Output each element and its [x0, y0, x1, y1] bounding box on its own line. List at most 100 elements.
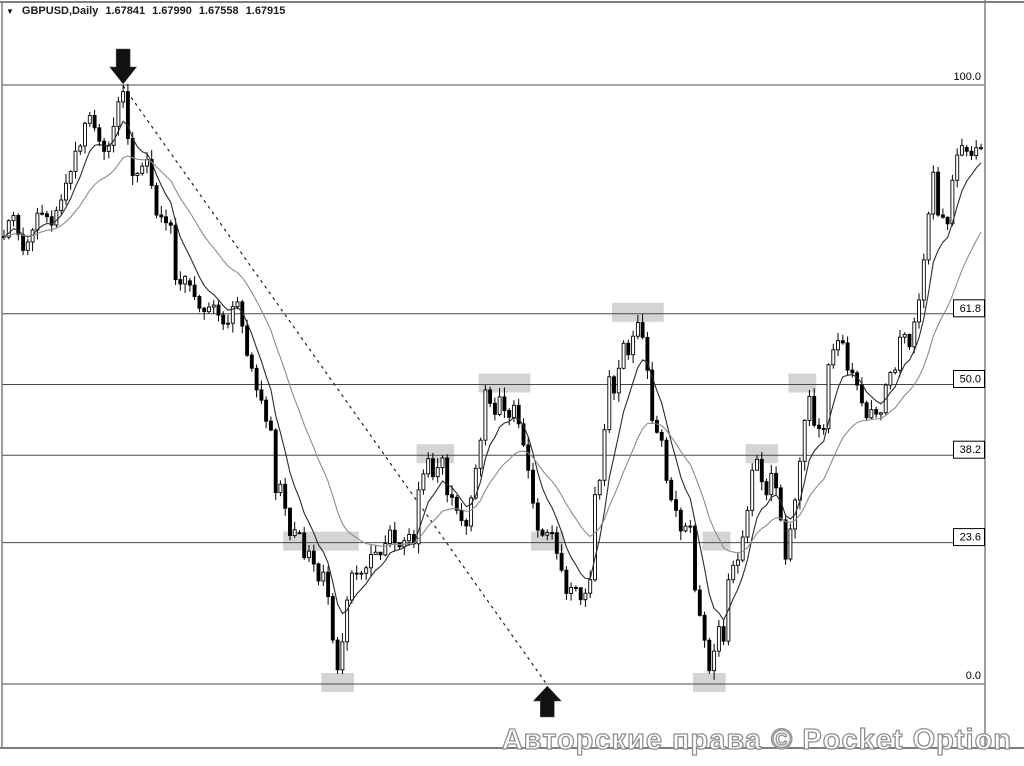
fib-label-box-61.8[interactable]	[953, 299, 985, 318]
candle-body	[669, 479, 674, 501]
candle-body	[550, 532, 555, 535]
symbol-timeframe-label: GBPUSD,Daily	[21, 5, 99, 17]
candle-body	[245, 325, 250, 356]
candle-body	[206, 306, 211, 313]
candle-body	[859, 384, 864, 404]
candle-body	[40, 212, 45, 215]
candle-body	[21, 234, 26, 251]
candle-body	[16, 215, 21, 236]
candle-body	[597, 479, 602, 496]
candle-body	[159, 214, 164, 218]
candle-body	[759, 458, 764, 483]
candle-body	[216, 304, 221, 316]
candle-body	[230, 306, 235, 324]
candle-body	[735, 559, 740, 566]
candle-body	[788, 528, 793, 560]
candle-body	[507, 410, 512, 418]
candle-body	[54, 209, 59, 226]
fib-label-50.0: 50.0	[960, 374, 981, 386]
candle-body	[154, 185, 159, 216]
candle-body	[979, 147, 983, 150]
candle-body	[25, 241, 30, 251]
candle-body	[330, 596, 335, 641]
candle-body	[164, 216, 168, 224]
candle-body	[445, 457, 450, 496]
candle-body	[226, 322, 230, 325]
candle-body	[616, 367, 621, 394]
candle-body	[268, 420, 273, 431]
fib-label-box-38.2[interactable]	[953, 440, 985, 459]
candle-body	[521, 423, 526, 446]
candle-body	[540, 529, 545, 536]
symbol-dropdown-icon[interactable]: ▼	[6, 6, 14, 16]
candle-body	[335, 639, 340, 671]
candle-body	[459, 509, 464, 522]
candle-body	[707, 639, 712, 672]
candle-body	[650, 369, 655, 421]
candle-body	[912, 321, 917, 348]
candle-body	[273, 429, 278, 494]
candle-body	[211, 304, 216, 308]
candle-body	[321, 571, 326, 582]
candle-body	[836, 340, 840, 351]
candle-body	[750, 469, 755, 511]
trendline-dashed[interactable]	[122, 85, 548, 686]
candle-body	[569, 587, 574, 594]
candle-body	[64, 182, 68, 201]
candle-body	[621, 342, 626, 369]
candle-body	[6, 220, 11, 238]
fib-label-box-50.0[interactable]	[953, 370, 985, 388]
highlight-zone	[416, 444, 454, 464]
pocket-option-watermark: Авторские права © Pocket Option	[501, 723, 1012, 756]
candle-body	[173, 224, 178, 281]
candle-body	[450, 494, 454, 498]
candle-body	[950, 179, 955, 225]
chart-title: ▼ GBPUSD,Daily 1.67841 1.67990 1.67558 1…	[6, 4, 285, 18]
candle-body	[893, 369, 898, 373]
candle-body	[349, 572, 354, 601]
candle-body	[392, 529, 397, 544]
candle-body	[168, 222, 173, 226]
candle-body	[588, 579, 593, 594]
candle-body	[645, 336, 650, 371]
candle-body	[388, 529, 392, 545]
candle-body	[774, 472, 779, 489]
candle-body	[302, 532, 307, 559]
candle-body	[845, 342, 850, 371]
candle-body	[197, 296, 202, 309]
candle-body	[454, 496, 459, 511]
candle-body	[178, 279, 183, 285]
candle-body	[497, 396, 502, 415]
candle-body	[664, 439, 669, 481]
candle-body	[640, 322, 645, 338]
candle-body	[778, 487, 783, 521]
candle-body	[44, 213, 49, 218]
highlight-zone	[283, 531, 359, 551]
fib-label-0.0: 0.0	[966, 670, 981, 682]
candle-body	[807, 395, 812, 421]
candle-body	[483, 389, 488, 441]
candlesticks	[2, 83, 983, 680]
candle-body	[573, 587, 578, 589]
candle-body	[940, 214, 945, 218]
candle-body	[931, 171, 936, 215]
candle-body	[502, 396, 507, 412]
ma-fast-line	[3, 120, 982, 622]
candle-body	[259, 389, 264, 401]
candle-body	[764, 481, 769, 496]
quote-open: 1.67841	[105, 5, 146, 17]
candle-body	[78, 145, 83, 152]
candle-body	[264, 399, 269, 422]
candle-body	[83, 122, 87, 147]
fib-label-box-23.6[interactable]	[953, 528, 985, 547]
candle-body	[802, 419, 807, 462]
highlight-zone	[478, 373, 531, 393]
candle-body	[731, 564, 736, 581]
fib-label-38.2: 38.2	[960, 444, 981, 456]
candle-body	[488, 389, 493, 404]
highlight-zone	[788, 373, 817, 393]
candle-body	[693, 525, 697, 591]
candle-body	[755, 458, 759, 471]
candle-body	[307, 550, 311, 559]
